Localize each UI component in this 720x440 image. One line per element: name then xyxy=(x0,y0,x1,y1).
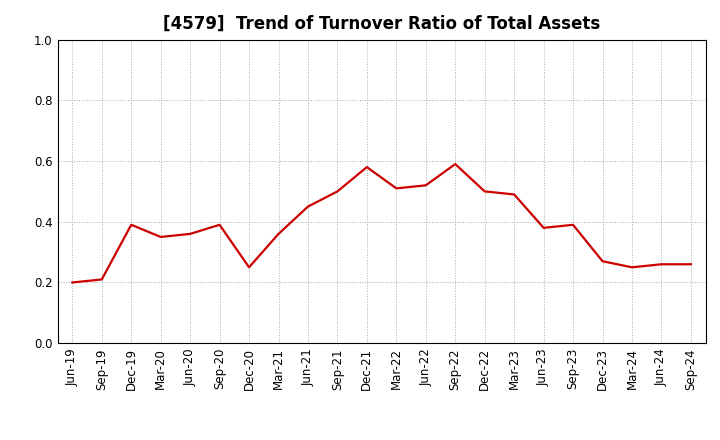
Title: [4579]  Trend of Turnover Ratio of Total Assets: [4579] Trend of Turnover Ratio of Total … xyxy=(163,15,600,33)
